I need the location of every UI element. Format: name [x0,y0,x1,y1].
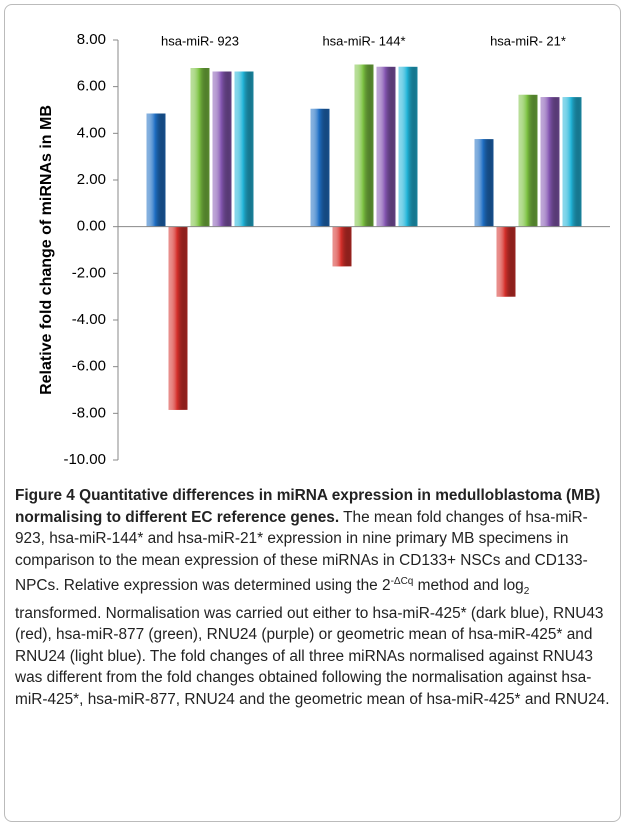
caption-text: 2 [382,577,391,595]
y-tick-label: 6.00 [77,78,106,95]
bar-shade [332,226,352,267]
category-label: hsa-miR- 923 [161,33,239,48]
bar-shade [168,226,188,410]
bar-shade [310,108,330,227]
y-tick-label: -6.00 [72,358,106,375]
bar-shade [398,66,418,227]
bar-shade [146,113,166,227]
bar-shade [234,71,254,227]
bar-shade [212,71,232,227]
bar-shade [496,226,516,297]
y-tick-label: 8.00 [77,31,106,48]
category-label: hsa-miR- 144* [322,33,405,48]
bar-shade [474,139,494,227]
y-tick-label: -2.00 [72,264,106,281]
caption-text: The mean fold changes of hsa-miR-923, hs… [15,508,588,595]
bar-shade [190,68,210,227]
y-tick-label: 2.00 [77,171,106,188]
y-tick-label: 0.00 [77,218,106,235]
bar-shade [376,66,396,227]
figure: Relative fold change of miRNAs in MB -10… [4,4,621,822]
caption-title: Figure 4 Quantitative differences in miR… [15,487,601,526]
y-tick-label: -10.00 [63,451,106,468]
caption-sup: -ΔCq [390,576,414,587]
y-tick-label: -4.00 [72,311,106,328]
y-axis-title: Relative fold change of miRNAs in MB [38,105,55,395]
y-tick-label: -8.00 [72,404,106,421]
category-label: hsa-miR- 21* [490,33,566,48]
bar-shade [562,97,582,227]
chart: Relative fold change of miRNAs in MB -10… [38,31,610,468]
bar-shade [518,94,538,227]
bar-shade [354,64,374,227]
caption-text: method and log [413,577,524,595]
caption: Figure 4 Quantitative differences in miR… [15,485,611,710]
bar-shade [540,97,560,227]
caption-sub: 2 [523,586,530,598]
caption-text: transformed. Normalisation was carried o… [15,604,610,708]
y-tick-label: 4.00 [77,124,106,141]
